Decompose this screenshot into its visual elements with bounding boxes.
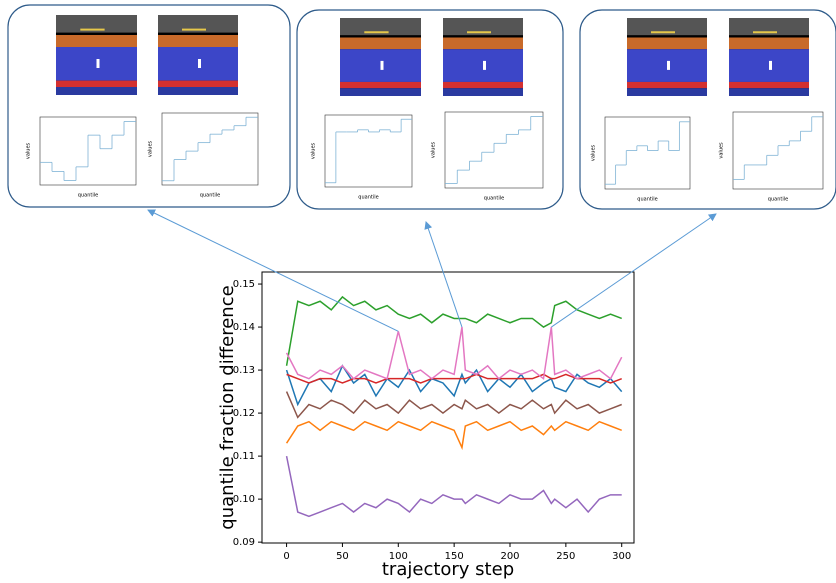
screen-bottom — [443, 88, 523, 96]
game-screenshot — [729, 18, 809, 96]
screen-bar — [753, 31, 777, 34]
fighter — [198, 59, 201, 68]
game-screenshot — [443, 18, 523, 96]
screen-band — [56, 35, 137, 47]
screen-stripe — [443, 81, 523, 89]
inset-axes — [39, 116, 137, 186]
screen-bottom — [56, 87, 137, 95]
screen-band — [729, 37, 809, 50]
series-line — [285, 364, 623, 407]
y-tick-label: 0.09 — [233, 537, 255, 548]
series-line — [285, 295, 622, 366]
screen-stripe — [158, 80, 238, 87]
y-axis-label: values — [719, 142, 725, 159]
inset-axes — [161, 112, 259, 186]
plot-area — [261, 271, 635, 544]
screen-top — [729, 18, 809, 36]
x-tick-label: 100 — [389, 551, 408, 562]
series-line — [286, 373, 622, 384]
fighter — [96, 59, 100, 68]
fighter — [769, 60, 772, 70]
game-screenshot — [340, 18, 421, 96]
fighter — [483, 60, 486, 70]
arrow — [424, 221, 463, 328]
arrow — [551, 213, 717, 328]
screen-band — [627, 37, 707, 50]
y-axis-label: values — [431, 141, 437, 158]
inset-axes — [444, 111, 544, 189]
screen-stripe — [627, 81, 707, 89]
screen-bottom — [158, 87, 238, 95]
game-screenshot — [158, 15, 238, 95]
screen-bottom — [729, 88, 809, 96]
series-line — [285, 455, 622, 518]
screen-bottom — [627, 88, 707, 96]
screen-bar — [467, 31, 491, 34]
y-axis-label: quantile fraction difference — [217, 285, 238, 529]
x-tick-label: 300 — [612, 551, 631, 562]
screen-top — [443, 18, 523, 36]
game-screenshot — [627, 18, 707, 96]
x-axis-label: quantile — [637, 197, 657, 203]
y-tick-label: 0.10 — [233, 494, 255, 505]
screen-band — [443, 37, 523, 50]
inset-box — [296, 9, 564, 210]
arrow — [147, 209, 399, 332]
screen-bar — [651, 31, 675, 34]
inset-box — [7, 4, 291, 208]
screen-band — [340, 37, 421, 50]
x-tick-label: 50 — [336, 551, 349, 562]
screen-bar — [364, 31, 389, 34]
fighter — [667, 60, 670, 70]
game-screenshot — [56, 15, 137, 95]
x-axis-label: trajectory step — [382, 559, 514, 580]
y-tick-label: 0.13 — [233, 365, 255, 376]
screen-bar — [80, 28, 105, 31]
y-axis-label: values — [148, 140, 154, 157]
y-axis-label: values — [26, 142, 32, 159]
series-line — [285, 391, 622, 419]
screen-stripe — [729, 81, 809, 89]
screen-band — [158, 35, 238, 47]
x-tick-label: 0 — [283, 551, 289, 562]
screen-top — [627, 18, 707, 36]
screen-top — [340, 18, 421, 36]
y-axis-label: values — [591, 144, 597, 161]
x-axis-label: quantile — [78, 193, 98, 199]
x-axis-label: quantile — [200, 193, 220, 199]
y-tick-label: 0.14 — [233, 322, 255, 333]
x-tick-label: 200 — [500, 551, 519, 562]
y-axis-label: values — [311, 142, 317, 159]
screen-top — [158, 15, 238, 33]
x-axis-label: quantile — [768, 197, 788, 203]
y-tick-label: 0.12 — [233, 408, 255, 419]
inset-axes — [324, 114, 413, 188]
series-line — [285, 420, 622, 451]
x-tick-label: 150 — [445, 551, 464, 562]
fighter — [380, 60, 384, 70]
screen-stripe — [56, 80, 137, 87]
inset-axes — [732, 111, 824, 190]
y-tick-label: 0.11 — [233, 451, 255, 462]
x-axis-label: quantile — [358, 195, 378, 201]
y-tick-label: 0.15 — [233, 279, 255, 290]
x-tick-label: 250 — [556, 551, 575, 562]
screen-bottom — [340, 88, 421, 96]
inset-axes — [604, 116, 691, 190]
screen-top — [56, 15, 137, 33]
screen-stripe — [340, 81, 421, 89]
screen-bar — [182, 28, 206, 31]
x-axis-label: quantile — [484, 196, 504, 202]
